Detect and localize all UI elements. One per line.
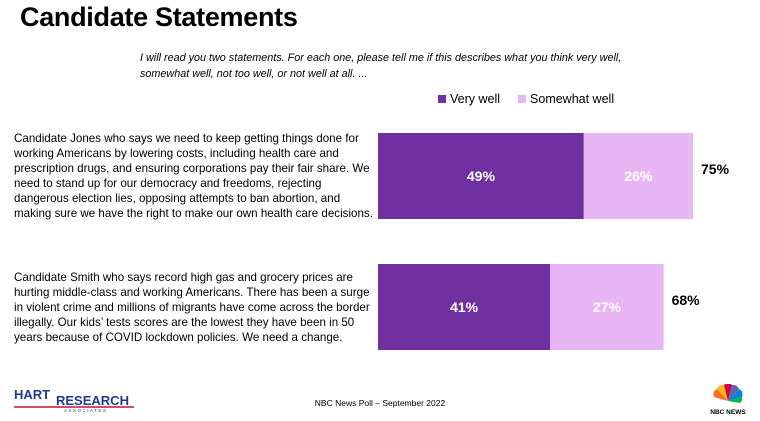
page-title: Candidate Statements xyxy=(20,2,298,32)
bar-label-somewhat-well-1: 27% xyxy=(593,299,622,315)
bar-label-somewhat-well-0: 26% xyxy=(624,168,653,184)
legend-label-somewhat-well: Somewhat well xyxy=(530,92,615,106)
bar-somewhat-well-1 xyxy=(550,264,664,350)
statement-smith: Candidate Smith who says record high gas… xyxy=(14,271,370,344)
nbc-news-logo: NBC NEWS xyxy=(708,383,748,421)
legend-item-somewhat-well: Somewhat well xyxy=(518,92,614,106)
hart-research-logo: HART RESEARCH ASSOCIATES xyxy=(14,385,139,418)
svg-text:HART: HART xyxy=(14,387,50,402)
total-label-1: 68% xyxy=(672,292,701,308)
svg-text:ASSOCIATES: ASSOCIATES xyxy=(64,408,107,413)
bar-very-well-1 xyxy=(378,264,551,350)
svg-text:NBC NEWS: NBC NEWS xyxy=(710,409,746,416)
legend-swatch-somewhat-well xyxy=(518,95,527,103)
question-text: I will read you two statements. For each… xyxy=(140,52,622,80)
total-label-0: 75% xyxy=(701,161,730,177)
bar-label-very-well-1: 41% xyxy=(450,299,479,315)
bar-very-well-0 xyxy=(378,133,584,219)
footer-source: NBC News Poll – September 2022 xyxy=(314,398,446,408)
legend-swatch-very-well xyxy=(438,95,446,103)
bar-label-very-well-0: 49% xyxy=(467,168,496,184)
svg-text:RESEARCH: RESEARCH xyxy=(56,393,129,408)
statement-jones: Candidate Jones who says we need to keep… xyxy=(14,132,373,220)
legend-label-very-well: Very well xyxy=(450,92,501,106)
bar-somewhat-well-0 xyxy=(583,133,693,219)
chart-legend: Very well Somewhat well xyxy=(438,92,632,106)
legend-item-very-well: Very well xyxy=(438,92,500,106)
